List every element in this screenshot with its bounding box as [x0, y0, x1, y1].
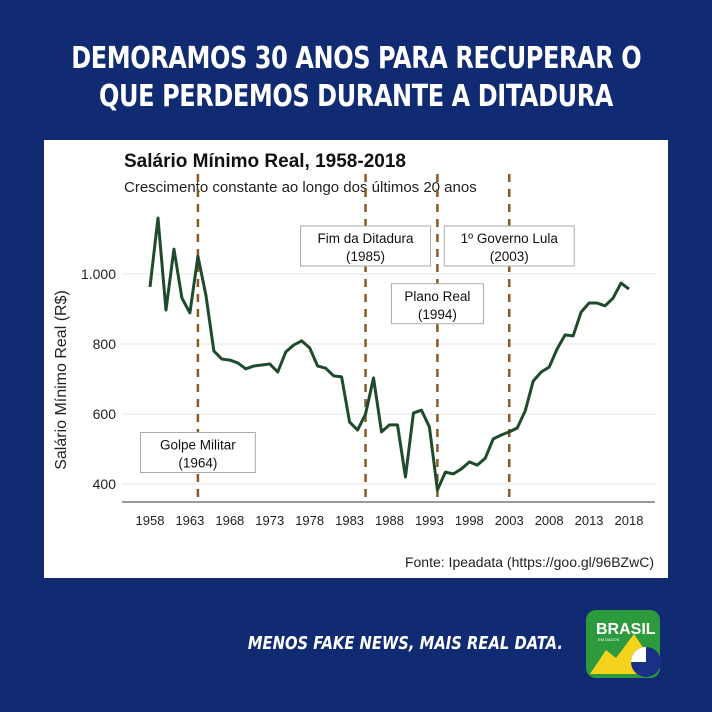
- x-tick-label: 1983: [335, 513, 364, 528]
- headline: DEMORAMOS 30 ANOS PARA RECUPERAR O QUE P…: [71, 40, 641, 116]
- x-tick-label: 2003: [495, 513, 524, 528]
- x-tick-label: 1958: [136, 513, 165, 528]
- brasil-em-dados-logo: BRASIL EM DADOS: [584, 608, 662, 680]
- event-annotation-box: [140, 432, 256, 473]
- headline-line-1: DEMORAMOS 30 ANOS PARA RECUPERAR O: [71, 41, 642, 76]
- headline-line-2: QUE PERDEMOS DURANTE A DITADURA: [99, 79, 613, 114]
- chart-title: Salário Mínimo Real, 1958-2018: [124, 151, 406, 172]
- event-annotation-box: [390, 283, 484, 325]
- x-tick-label: 1973: [255, 513, 284, 528]
- x-tick-label: 1968: [215, 513, 244, 528]
- y-tick-label: 1.000: [81, 266, 116, 282]
- svg-text:EM DADOS: EM DADOS: [598, 637, 620, 642]
- event-year-label: (1985): [346, 249, 385, 264]
- footer-tagline: MENOS FAKE NEWS, MAIS REAL DATA.: [247, 633, 563, 654]
- event-label: Golpe Militar: [160, 438, 236, 453]
- event-year-label: (1994): [418, 307, 457, 322]
- x-tick-label: 1978: [295, 513, 324, 528]
- event-year-label: (2003): [490, 249, 529, 264]
- event-label: Plano Real: [404, 289, 470, 304]
- chart-source: Fonte: Ipeadata (https://goo.gl/96BZwC): [405, 554, 654, 570]
- event-annotation-box: [443, 225, 575, 267]
- x-tick-label: 1998: [455, 513, 484, 528]
- line-chart: Salário Mínimo Real, 1958-2018 Crescimen…: [53, 151, 655, 570]
- x-tick-label: 1988: [375, 513, 404, 528]
- x-tick-label: 2008: [535, 513, 564, 528]
- svg-text:BRASIL: BRASIL: [596, 621, 656, 638]
- x-tick-label: 2018: [615, 513, 644, 528]
- x-tick-label: 1963: [175, 513, 204, 528]
- event-label: 1º Governo Lula: [461, 231, 559, 246]
- x-tick-label: 1993: [415, 513, 444, 528]
- y-tick-label: 600: [93, 406, 117, 422]
- event-annotation-box: [300, 225, 432, 267]
- chart-subtitle: Crescimento constante ao longo dos últim…: [124, 179, 477, 196]
- event-year-label: (1964): [178, 456, 217, 471]
- x-tick-label: 2013: [575, 513, 604, 528]
- y-tick-label: 800: [93, 336, 117, 352]
- chart-panel: Salário Mínimo Real, 1958-2018 Crescimen…: [44, 140, 668, 578]
- y-tick-label: 400: [93, 476, 117, 492]
- y-axis-label: Salário Mínimo Real (R$): [53, 290, 70, 470]
- event-label: Fim da Ditadura: [318, 231, 415, 246]
